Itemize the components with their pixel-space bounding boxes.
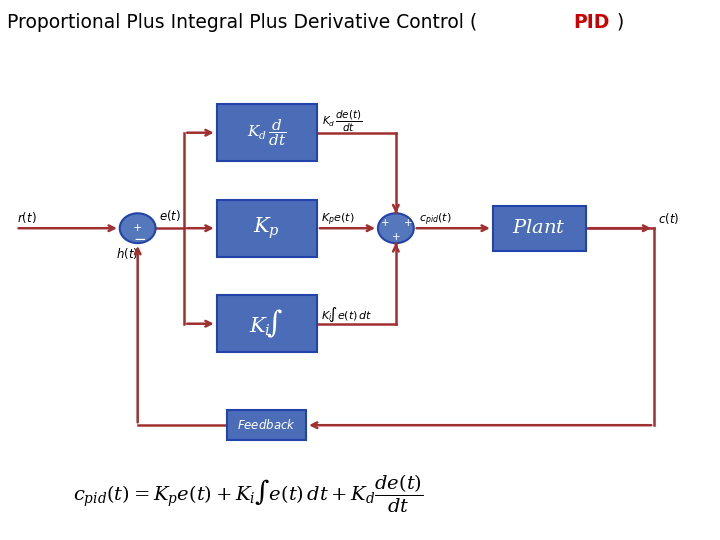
Text: $c(t)$: $c(t)$ [657, 212, 679, 226]
Text: $+$: $+$ [402, 217, 412, 228]
Text: $+$: $+$ [379, 217, 390, 228]
Text: Proportional Plus Integral Plus Derivative Control (: Proportional Plus Integral Plus Derivati… [7, 13, 477, 32]
Text: $-$: $-$ [132, 230, 145, 245]
Text: $K_p$: $K_p$ [253, 215, 280, 241]
Text: $h(t)$: $h(t)$ [116, 246, 138, 261]
Text: $r(t)$: $r(t)$ [17, 210, 37, 225]
Circle shape [120, 213, 156, 243]
Text: $K_i\!\int$: $K_i\!\int$ [250, 308, 284, 340]
FancyBboxPatch shape [228, 410, 306, 440]
Text: $K_p e(t)$: $K_p e(t)$ [320, 212, 354, 228]
Text: $Plant$: $Plant$ [513, 219, 566, 237]
Text: $K_d\,\dfrac{de(t)}{dt}$: $K_d\,\dfrac{de(t)}{dt}$ [322, 109, 362, 134]
Text: PID: PID [574, 13, 610, 32]
Text: $+$: $+$ [391, 231, 400, 242]
Circle shape [378, 213, 414, 243]
Text: $c_{pid}(t)$: $c_{pid}(t)$ [419, 212, 451, 228]
Text: ): ) [617, 13, 624, 32]
FancyBboxPatch shape [217, 104, 317, 161]
Text: $Feedback$: $Feedback$ [238, 418, 296, 432]
Text: $K_i\!\int e(t)\,dt$: $K_i\!\int e(t)\,dt$ [320, 306, 372, 324]
FancyBboxPatch shape [217, 200, 317, 256]
Text: $e(t)$: $e(t)$ [159, 208, 181, 224]
FancyBboxPatch shape [492, 206, 586, 251]
Text: $+$: $+$ [132, 221, 142, 233]
Text: $c_{pid}(t) = K_p e(t) + K_i \int e(t)\,dt + K_d \dfrac{de(t)}{dt}$: $c_{pid}(t) = K_p e(t) + K_i \int e(t)\,… [73, 473, 423, 515]
FancyBboxPatch shape [217, 295, 317, 352]
Text: $K_d\,\dfrac{d}{dt}$: $K_d\,\dfrac{d}{dt}$ [247, 117, 287, 148]
